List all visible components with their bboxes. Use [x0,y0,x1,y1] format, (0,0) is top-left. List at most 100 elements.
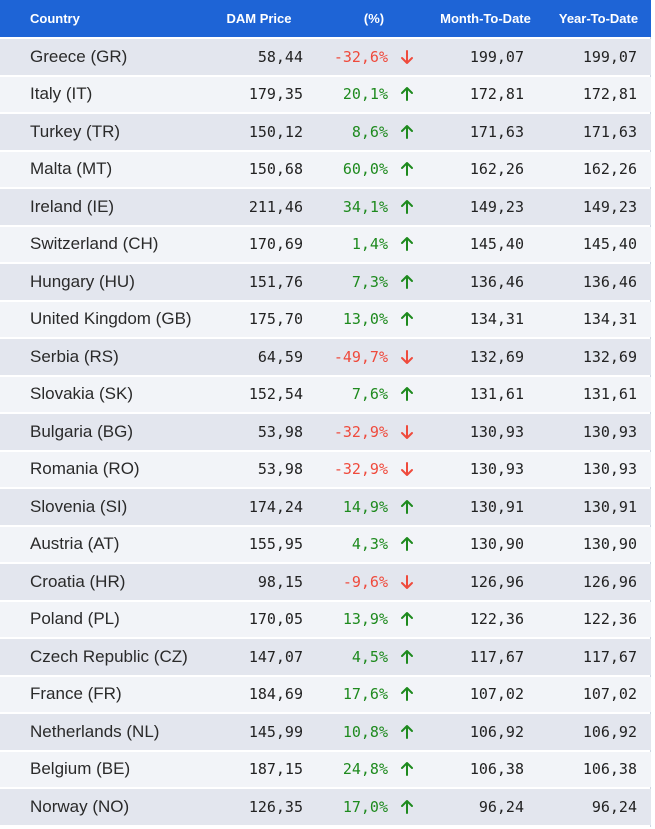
table-row[interactable]: Turkey (TR) 150,12 8,6% 171,63 171,63 [0,114,651,150]
arrow-up-icon [400,387,413,402]
dam-price-cell: 151,76 [195,264,323,300]
month-to-date-cell: 132,69 [425,339,546,375]
country-cell: Serbia (RS) [0,339,195,375]
month-to-date-cell: 126,96 [425,564,546,600]
year-to-date-cell: 132,69 [546,339,651,375]
arrow-down-icon [400,349,413,364]
month-to-date-cell: 199,07 [425,39,546,75]
trend-cell [388,39,425,75]
trend-cell [388,189,425,225]
dam-price-cell: 152,54 [195,376,323,412]
trend-cell [388,489,425,525]
pct-change-cell: 60,0% [323,151,388,187]
trend-cell [388,751,425,787]
trend-cell [388,339,425,375]
pct-change-cell: -32,9% [323,451,388,487]
year-to-date-cell: 106,38 [546,751,651,787]
trend-cell [388,376,425,412]
year-to-date-cell: 130,93 [546,414,651,450]
country-cell: Norway (NO) [0,789,195,825]
trend-cell [388,526,425,562]
country-cell: Poland (PL) [0,601,195,637]
arrow-up-icon [400,612,413,627]
country-cell: United Kingdom (GB) [0,301,195,337]
trend-cell [388,226,425,262]
year-to-date-cell: 131,61 [546,376,651,412]
dam-price-cell: 147,07 [195,639,323,675]
country-cell: Croatia (HR) [0,564,195,600]
trend-cell [388,414,425,450]
table-row[interactable]: Greece (GR) 58,44 -32,6% 199,07 199,07 [0,39,651,75]
country-cell: Hungary (HU) [0,264,195,300]
table-row[interactable]: Italy (IT) 179,35 20,1% 172,81 172,81 [0,76,651,112]
table-row[interactable]: France (FR) 184,69 17,6% 107,02 107,02 [0,676,651,712]
column-header-country[interactable]: Country [0,0,195,37]
dam-price-cell: 53,98 [195,451,323,487]
trend-cell [388,76,425,112]
year-to-date-cell: 126,96 [546,564,651,600]
arrow-up-icon [400,499,413,514]
month-to-date-cell: 122,36 [425,601,546,637]
trend-cell [388,564,425,600]
country-cell: Bulgaria (BG) [0,414,195,450]
dam-price-cell: 126,35 [195,789,323,825]
table-row[interactable]: Ireland (IE) 211,46 34,1% 149,23 149,23 [0,189,651,225]
arrow-up-icon [400,687,413,702]
column-header-dam-price[interactable]: DAM Price [195,0,323,37]
arrow-up-icon [400,199,413,214]
table-row[interactable]: Serbia (RS) 64,59 -49,7% 132,69 132,69 [0,339,651,375]
year-to-date-cell: 122,36 [546,601,651,637]
dam-price-cell: 184,69 [195,676,323,712]
year-to-date-cell: 171,63 [546,114,651,150]
table-row[interactable]: Bulgaria (BG) 53,98 -32,9% 130,93 130,93 [0,414,651,450]
dam-price-cell: 175,70 [195,301,323,337]
table-row[interactable]: Poland (PL) 170,05 13,9% 122,36 122,36 [0,601,651,637]
trend-cell [388,301,425,337]
table-row[interactable]: Malta (MT) 150,68 60,0% 162,26 162,26 [0,151,651,187]
arrow-up-icon [400,274,413,289]
year-to-date-cell: 130,90 [546,526,651,562]
column-header-month-to-date[interactable]: Month-To-Date [425,0,546,37]
table-row[interactable]: Czech Republic (CZ) 147,07 4,5% 117,67 117,6… [0,639,651,675]
arrow-up-icon [400,762,413,777]
arrow-down-icon [400,424,413,439]
dam-price-cell: 64,59 [195,339,323,375]
month-to-date-cell: 130,93 [425,414,546,450]
arrow-up-icon [400,312,413,327]
dam-price-cell: 155,95 [195,526,323,562]
table-row[interactable]: Hungary (HU) 151,76 7,3% 136,46 136,46 [0,264,651,300]
pct-change-cell: 34,1% [323,189,388,225]
arrow-up-icon [400,237,413,252]
column-header-pct[interactable]: (%) [323,0,425,37]
arrow-up-icon [400,537,413,552]
pct-change-cell: 4,3% [323,526,388,562]
month-to-date-cell: 145,40 [425,226,546,262]
column-header-year-to-date[interactable]: Year-To-Date [546,0,651,37]
table-row[interactable]: Belgium (BE) 187,15 24,8% 106,38 106,38 [0,751,651,787]
table-row[interactable]: Croatia (HR) 98,15 -9,6% 126,96 126,96 [0,564,651,600]
table-row[interactable]: Slovenia (SI) 174,24 14,9% 130,91 130,91 [0,489,651,525]
table-row[interactable]: Romania (RO) 53,98 -32,9% 130,93 130,93 [0,451,651,487]
pct-change-cell: 13,0% [323,301,388,337]
year-to-date-cell: 96,24 [546,789,651,825]
arrow-up-icon [400,724,413,739]
country-cell: Belgium (BE) [0,751,195,787]
trend-cell [388,601,425,637]
year-to-date-cell: 199,07 [546,39,651,75]
month-to-date-cell: 130,93 [425,451,546,487]
dam-price-cell: 150,12 [195,114,323,150]
table-row[interactable]: Switzerland (CH) 170,69 1,4% 145,40 145,40 [0,226,651,262]
table-row[interactable]: Netherlands (NL) 145,99 10,8% 106,92 106,92 [0,714,651,750]
trend-cell [388,264,425,300]
table-row[interactable]: Norway (NO) 126,35 17,0% 96,24 96,24 [0,789,651,825]
month-to-date-cell: 130,90 [425,526,546,562]
arrow-up-icon [400,87,413,102]
pct-change-cell: 10,8% [323,714,388,750]
table-row[interactable]: Slovakia (SK) 152,54 7,6% 131,61 131,61 [0,376,651,412]
table-row[interactable]: United Kingdom (GB) 175,70 13,0% 134,31 134,… [0,301,651,337]
table-row[interactable]: Austria (AT) 155,95 4,3% 130,90 130,90 [0,526,651,562]
dam-price-cell: 187,15 [195,751,323,787]
dam-price-cell: 179,35 [195,76,323,112]
country-cell: Slovenia (SI) [0,489,195,525]
country-cell: Ireland (IE) [0,189,195,225]
